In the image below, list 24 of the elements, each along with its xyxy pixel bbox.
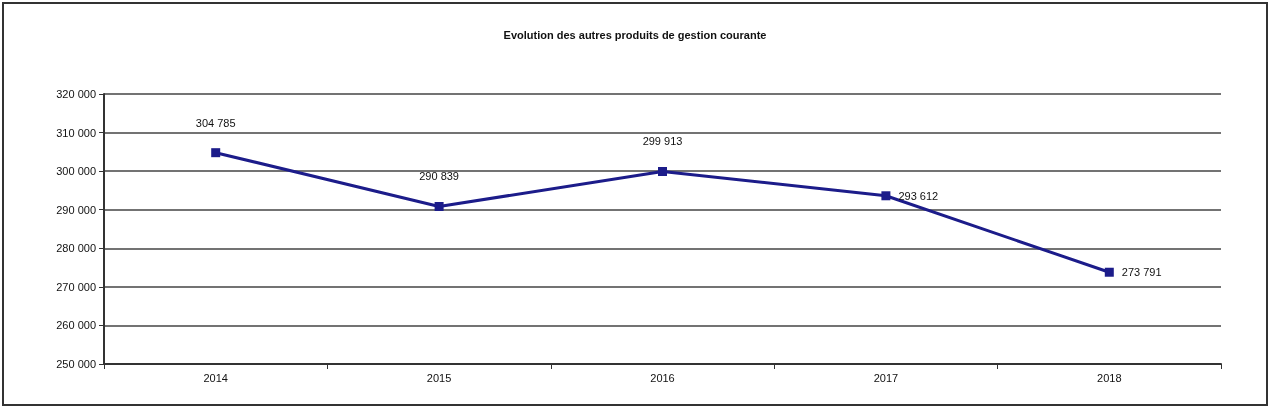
point	[434, 201, 444, 211]
x-tick-label: 2015	[426, 371, 452, 384]
point	[211, 148, 221, 158]
y-tick-label: 260 000	[56, 319, 96, 332]
chart-title: Evolution des autres produits de gestion courante	[503, 28, 767, 41]
y-tick-label: 270 000	[56, 280, 96, 293]
y-tick-label: 250 000	[56, 358, 96, 370]
x-tick-label: 2014	[203, 371, 228, 384]
data-label: 273 791	[1121, 266, 1162, 279]
data-label: 290 839	[419, 170, 459, 183]
x-tick-label: 2017	[873, 371, 899, 384]
point	[1104, 267, 1114, 277]
x-tick-label: 2016	[650, 371, 675, 384]
y-tick-label: 310 000	[56, 126, 96, 139]
x-tick-label: 2018	[1097, 371, 1122, 384]
point	[881, 191, 891, 201]
y-tick-label: 300 000	[56, 165, 96, 178]
data-label: 299 913	[642, 135, 683, 148]
y-tick-label: 290 000	[56, 203, 96, 216]
y-tick-label: 280 000	[56, 242, 96, 255]
data-label: 304 785	[195, 116, 236, 129]
data-label: 293 612	[898, 189, 939, 202]
y-tick-label: 320 000	[56, 88, 96, 100]
point	[658, 166, 667, 176]
